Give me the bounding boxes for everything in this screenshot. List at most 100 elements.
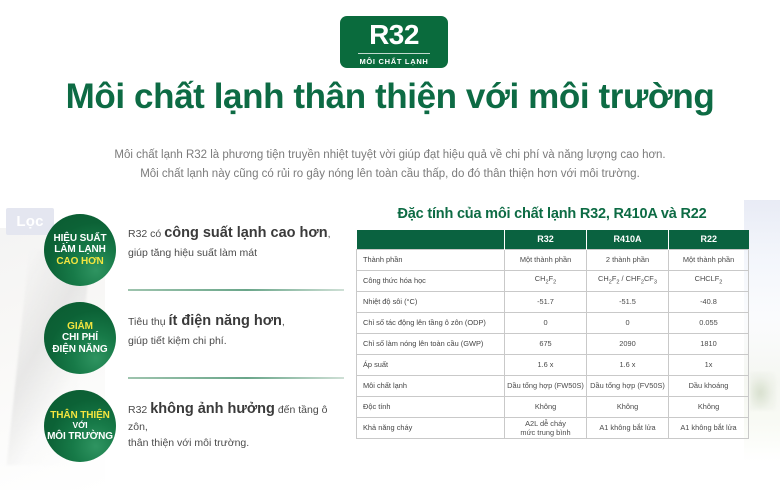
table-row: Nhiệt độ sôi (°C) -51.7 -51.5 -40.8: [356, 290, 749, 313]
table-cell-r22: Một thành phần: [668, 248, 749, 271]
table-cell-r22: -40.8: [668, 290, 749, 313]
feature-item-cooling-performance: HIỆU SUẤT LÀM LẠNH CAO HƠN R32 có công s…: [44, 210, 344, 298]
badge-line-2: LÀM LẠNH: [54, 244, 106, 256]
table-row: Công thức hóa học CH2F2 CH2F2 / CHF2CF3 CHC…: [356, 269, 749, 292]
feature-bold: ít điện năng hơn: [168, 313, 282, 329]
badge-line-3: MÔI TRƯỜNG: [47, 430, 113, 442]
filter-chip-label: Lọc: [16, 213, 44, 230]
table-cell-r32: -51.7: [504, 290, 587, 313]
feature-headline: Tiêu thụ ít điện năng hơn,: [128, 312, 344, 332]
table-cell-r22: 1x: [668, 353, 749, 376]
table-row-label: Áp suất: [356, 353, 505, 376]
logo-main-text: R32: [369, 18, 419, 50]
filter-chip[interactable]: Lọc: [6, 208, 54, 235]
table-cell-r22: 0.055: [668, 311, 749, 334]
table-header-blank: [356, 230, 505, 249]
feature-item-eco-friendly: THÂN THIỆN VỚI MÔI TRƯỜNG R32 không ảnh …: [44, 386, 344, 466]
logo-subtitle: MÔI CHẤT LẠNH: [359, 56, 429, 66]
feature-subline: thân thiện với môi trường.: [128, 436, 250, 449]
feature-text-eco-friendly: R32 không ảnh hưởng đến tầng ô zôn, thân…: [128, 400, 344, 450]
table-header-row: R32 R410A R22: [356, 230, 749, 249]
table-cell-r32: CH2F2: [504, 269, 587, 292]
feature-prefix: Tiêu thụ: [128, 316, 169, 328]
feature-list: HIỆU SUẤT LÀM LẠNH CAO HƠN R32 có công s…: [44, 210, 344, 466]
table-cell-r410a: 2 thành phần: [586, 248, 669, 271]
comparison-table-section: Đặc tính của môi chất lạnh R32, R410A và…: [356, 206, 749, 439]
table-row: Thành phần Một thành phần 2 thành phần Một …: [356, 248, 749, 271]
table-row-label: Thành phần: [356, 248, 505, 271]
table-cell-r22: Không: [668, 395, 749, 418]
feature-item-energy-saving: GIẢM CHI PHÍ ĐIỆN NĂNG Tiêu thụ ít điện …: [44, 298, 344, 386]
table-cell-r32: 675: [504, 332, 587, 355]
badge-line-2: CHI PHÍ: [62, 332, 98, 344]
table-row: Chỉ số làm nóng lên toàn cầu (GWP) 675 209…: [356, 332, 749, 355]
badge-line-3: CAO HƠN: [56, 255, 104, 267]
table-cell-r32: Dầu tổng hợp (FW50S): [504, 374, 587, 397]
feature-headline: R32 không ảnh hưởng đến tầng ô zôn,: [128, 400, 344, 434]
table-row: Chỉ số tác động lên tầng ô zôn (ODP) 0 0 0.…: [356, 311, 749, 334]
background-right-panel: [744, 200, 780, 462]
table-row: Khả năng cháy A2L dễ cháy mức trung bình A1…: [356, 416, 749, 439]
table-header-r32: R32: [504, 230, 587, 249]
table-row: Môi chất lạnh Dầu tổng hợp (FW50S) Dầu tổn…: [356, 374, 749, 397]
badge-line-1: THÂN THIỆN: [50, 410, 110, 422]
feature-suffix: đến tầng ô zôn,: [128, 404, 328, 433]
feature-suffix: ,: [281, 316, 285, 328]
table-cell-r410a: 0: [586, 311, 669, 334]
table-cell-r32: Không: [504, 395, 587, 418]
badge-cooling-performance: HIỆU SUẤT LÀM LẠNH CAO HƠN: [44, 214, 116, 286]
table-row: Áp suất 1.6 x 1.6 x 1x: [356, 353, 749, 376]
intro-line-2: Môi chất lạnh này cũng có rủi ro gây nón…: [140, 167, 640, 180]
feature-headline: R32 có công suất lạnh cao hơn,: [128, 224, 344, 244]
table-cell-r410a: CH2F2 / CHF2CF3: [586, 269, 669, 292]
intro-line-1: Môi chất lạnh R32 là phương tiện truyền …: [114, 149, 666, 161]
badge-eco-friendly: THÂN THIỆN VỚI MÔI TRƯỜNG: [44, 390, 116, 462]
table-row-label: Chỉ số tác động lên tầng ô zôn (ODP): [356, 311, 505, 334]
table-cell-r22: 1810: [668, 332, 749, 355]
table-cell-r22: A1 không bắt lửa: [668, 416, 749, 439]
table-row-label: Khả năng cháy: [356, 416, 505, 439]
table-row-label: Chỉ số làm nóng lên toàn cầu (GWP): [356, 332, 505, 355]
table-cell-r410a: 1.6 x: [586, 353, 669, 376]
table-row-label: Công thức hóa học: [356, 269, 505, 292]
table-cell-r410a: Không: [586, 395, 669, 418]
table-cell-r410a: 2090: [586, 332, 669, 355]
table-cell-r410a: A1 không bắt lửa: [586, 416, 669, 439]
table-cell-r22: CHCLF2: [668, 269, 749, 292]
table-header-r410a: R410A: [586, 230, 669, 249]
feature-text-energy-saving: Tiêu thụ ít điện năng hơn, giúp tiết kiệ…: [128, 312, 344, 348]
table-cell-r32: A2L dễ cháy mức trung bình: [504, 416, 587, 439]
feature-divider: [128, 377, 344, 379]
table-cell-r410a: Dầu tổng hợp (FV50S): [586, 374, 669, 397]
table-row-label: Môi chất lạnh: [356, 374, 505, 397]
table-cell-r32: 1.6 x: [504, 353, 587, 376]
intro-paragraph: Môi chất lạnh R32 là phương tiện truyền …: [60, 146, 720, 183]
feature-prefix: R32 có: [128, 228, 165, 240]
background-leaf-decoration: [750, 372, 776, 410]
table-body: Thành phần Một thành phần 2 thành phần Một …: [356, 248, 749, 439]
feature-subline: giúp tăng hiệu suất làm mát: [128, 246, 257, 259]
table-row: Độc tính Không Không Không: [356, 395, 749, 418]
feature-text-cooling-performance: R32 có công suất lạnh cao hơn, giúp tăng…: [128, 224, 344, 260]
table-row-label: Độc tính: [356, 395, 505, 418]
badge-line-3: ĐIỆN NĂNG: [52, 343, 108, 355]
feature-prefix: R32: [128, 404, 151, 416]
feature-bold: công suất lạnh cao hơn: [164, 225, 328, 241]
table-header-r22: R22: [668, 230, 749, 249]
logo-divider: [358, 52, 430, 54]
table-cell-r32: Một thành phần: [504, 248, 587, 271]
table-cell-r410a: -51.5: [586, 290, 669, 313]
refrigerant-comparison-table: R32 R410A R22 Thành phần Một thành phần 2 …: [356, 230, 749, 439]
badge-line-1: GIẢM: [67, 321, 93, 333]
table-row-label: Nhiệt độ sôi (°C): [356, 290, 505, 313]
table-title: Đặc tính của môi chất lạnh R32, R410A và…: [397, 206, 707, 222]
page-title: Môi chất lạnh thân thiện với môi trường: [65, 77, 715, 116]
feature-bold: không ảnh hưởng: [150, 401, 275, 417]
feature-suffix: ,: [327, 228, 331, 240]
badge-energy-saving: GIẢM CHI PHÍ ĐIỆN NĂNG: [44, 302, 116, 374]
feature-subline: giúp tiết kiệm chi phí.: [128, 334, 227, 347]
r32-logo: R32 MÔI CHẤT LẠNH: [340, 16, 448, 68]
table-cell-r22: Dầu khoáng: [668, 374, 749, 397]
table-cell-r32: 0: [504, 311, 587, 334]
